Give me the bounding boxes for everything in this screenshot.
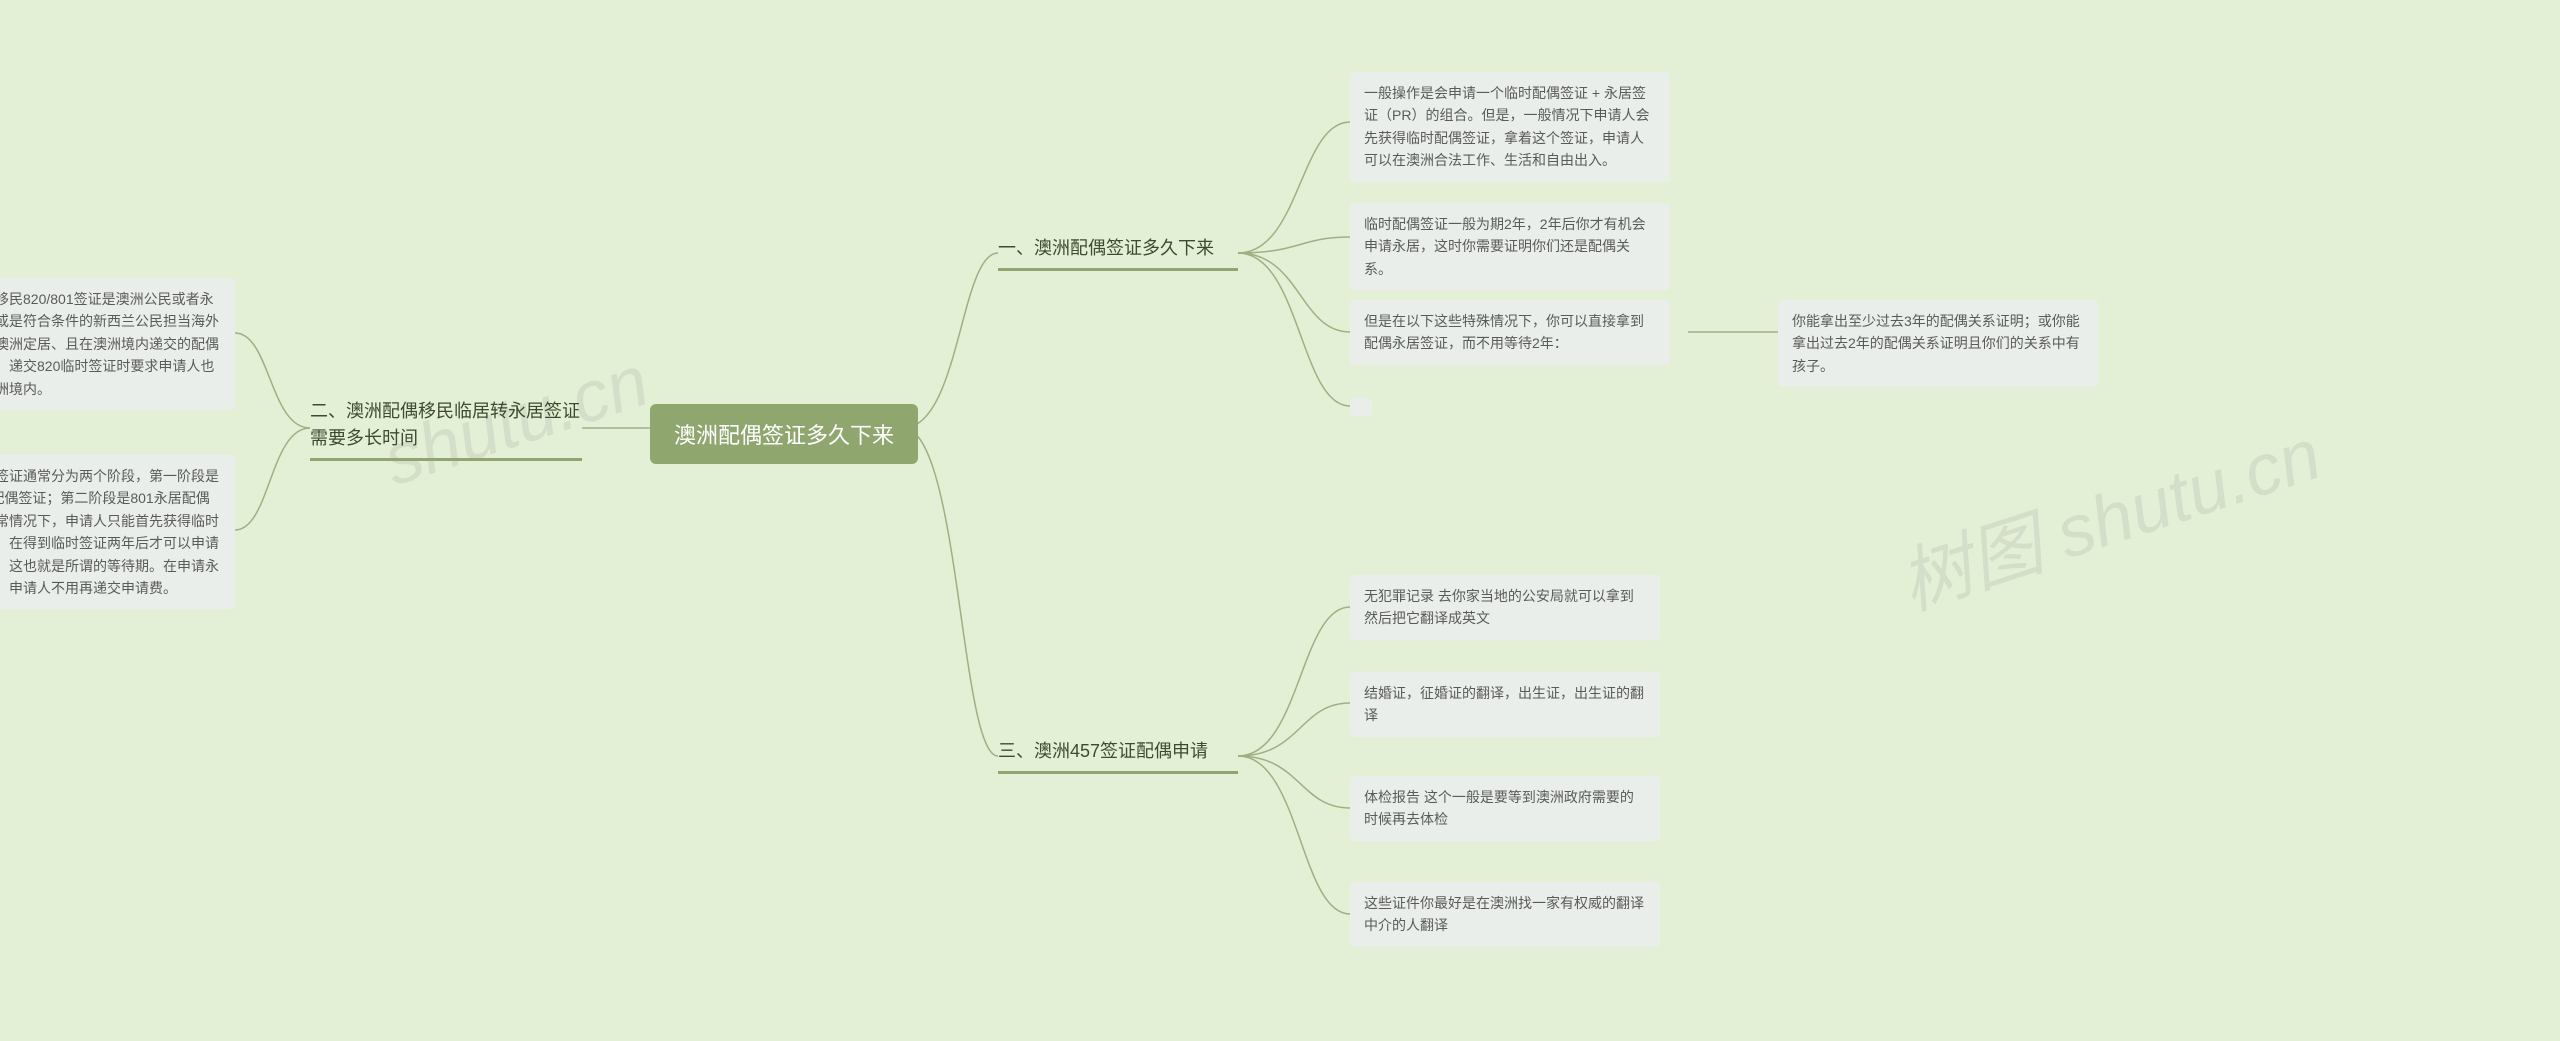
leaf-b2-0[interactable]: 澳洲配偶移民820/801签证是澳洲公民或者永久居民，或是符合条件的新西兰公民担… bbox=[0, 278, 235, 410]
connectors bbox=[0, 0, 2560, 1041]
watermark: 树图 shutu.cn bbox=[1884, 395, 2331, 630]
leaf-b1-2-sub[interactable]: 你能拿出至少过去3年的配偶关系证明；或你能拿出过去2年的配偶关系证明且你们的关系… bbox=[1778, 300, 2098, 387]
leaf-b3-3[interactable]: 这些证件你最好是在澳洲找一家有权威的翻译中介的人翻译 bbox=[1350, 882, 1660, 947]
branch-3[interactable]: 三、澳洲457签证配偶申请 bbox=[998, 738, 1238, 774]
leaf-b1-1[interactable]: 临时配偶签证一般为期2年，2年后你才有机会申请永居，这时你需要证明你们还是配偶关… bbox=[1350, 203, 1670, 290]
branch-2[interactable]: 二、澳洲配偶移民临居转永居签证需要多长时间 bbox=[310, 398, 582, 461]
leaf-b3-1[interactable]: 结婚证，征婚证的翻译，出生证，出生证的翻译 bbox=[1350, 672, 1660, 737]
branch-1[interactable]: 一、澳洲配偶签证多久下来 bbox=[998, 235, 1238, 271]
leaf-b2-1[interactable]: 配偶移民签证通常分为两个阶段，第一阶段是820临时配偶签证；第二阶段是801永居… bbox=[0, 455, 235, 609]
leaf-b1-empty bbox=[1350, 398, 1372, 416]
leaf-b1-2[interactable]: 但是在以下这些特殊情况下，你可以直接拿到配偶永居签证，而不用等待2年： bbox=[1350, 300, 1670, 365]
mindmap-root[interactable]: 澳洲配偶签证多久下来 bbox=[650, 404, 918, 464]
leaf-b3-0[interactable]: 无犯罪记录 去你家当地的公安局就可以拿到 然后把它翻译成英文 bbox=[1350, 575, 1660, 640]
leaf-b3-2[interactable]: 体检报告 这个一般是要等到澳洲政府需要的时候再去体检 bbox=[1350, 776, 1660, 841]
leaf-b1-0[interactable]: 一般操作是会申请一个临时配偶签证 + 永居签证（PR）的组合。但是，一般情况下申… bbox=[1350, 72, 1670, 182]
